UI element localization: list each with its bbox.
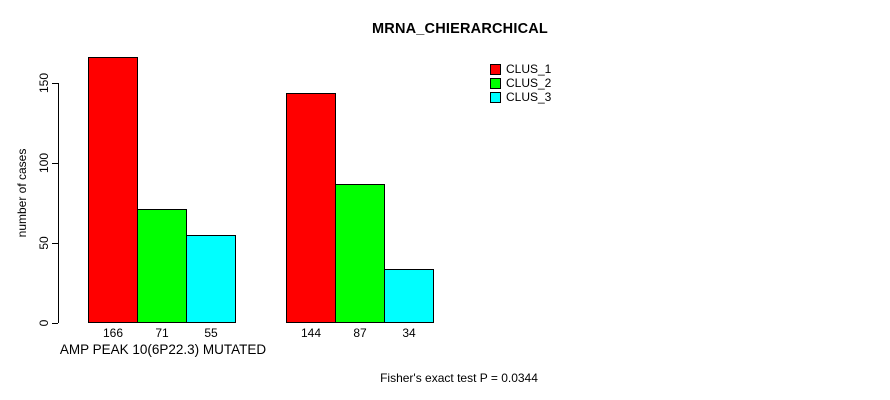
bar-clus_2 (335, 183, 385, 323)
bar-value-label: 144 (300, 326, 322, 340)
y-axis-tick-label: 0 (37, 319, 51, 327)
bar-clus_2 (137, 209, 187, 323)
bar-value-label: 71 (155, 326, 169, 340)
y-axis-tick-mark (52, 243, 58, 244)
fisher-test-annotation: Fisher's exact test P = 0.0344 (380, 371, 538, 385)
legend-swatch-clus_2 (490, 78, 501, 89)
bar-value-label: 34 (402, 326, 416, 340)
legend-item-clus_2: CLUS_2 (490, 76, 552, 90)
chart-title: MRNA_CHIERARCHICAL (372, 21, 548, 37)
x-axis-group-label: AMP PEAK 10(6P22.3) MUTATED (59, 342, 267, 357)
y-axis-tick-mark (52, 163, 58, 164)
bar-clus_1 (286, 92, 336, 323)
y-axis-tick-mark (52, 323, 58, 324)
bar-clus_1 (88, 57, 138, 323)
y-axis-tick-label: 100 (37, 152, 51, 174)
legend-swatch-clus_1 (490, 64, 501, 75)
y-axis-tick-label: 150 (37, 72, 51, 94)
legend-item-clus_3: CLUS_3 (490, 90, 552, 104)
bar-clus_3 (186, 235, 236, 323)
y-axis-line (58, 83, 59, 323)
legend-label: CLUS_2 (506, 76, 552, 90)
legend-item-clus_1: CLUS_1 (490, 62, 552, 76)
bar-value-label: 87 (353, 326, 367, 340)
legend-label: CLUS_3 (506, 90, 552, 104)
y-axis-tick-mark (52, 83, 58, 84)
y-axis-tick-label: 50 (37, 236, 51, 250)
bar-clus_3 (384, 268, 434, 323)
bar-value-label: 55 (204, 326, 218, 340)
legend-label: CLUS_1 (506, 62, 552, 76)
legend-swatch-clus_3 (490, 92, 501, 103)
y-axis-label: number of cases (15, 148, 29, 238)
legend: CLUS_1 CLUS_2 CLUS_3 (490, 62, 552, 106)
bar-value-label: 166 (102, 326, 124, 340)
